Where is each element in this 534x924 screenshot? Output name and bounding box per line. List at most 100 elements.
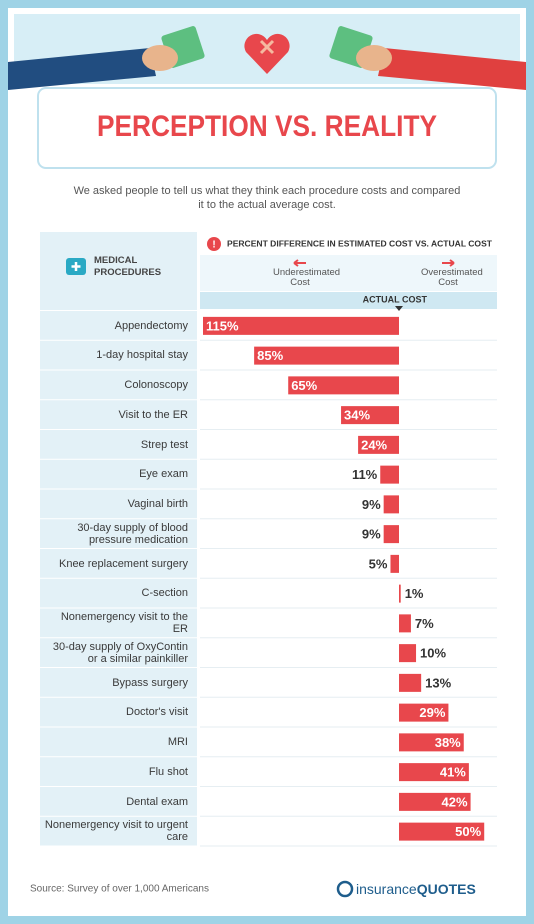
bar: [399, 673, 422, 692]
value-label: 29%: [419, 705, 445, 720]
logo-a: insurance: [356, 881, 417, 897]
value-label: 115%: [206, 318, 239, 333]
row-label-bg: [40, 668, 197, 697]
title: PERCEPTION VS. REALITY: [97, 110, 437, 143]
alert-mark: !: [212, 240, 215, 251]
category-label: MRI: [167, 736, 188, 748]
category-label: Vaginal birth: [127, 498, 188, 510]
value-label: 65%: [291, 378, 317, 393]
legend: Underestimated Cost Overestimated Cost: [273, 259, 483, 288]
hand: [356, 45, 392, 71]
value-label: 9%: [362, 527, 381, 542]
value-label: 34%: [344, 408, 370, 423]
logo-b: QUOTES: [417, 881, 476, 897]
bar: [399, 584, 401, 603]
row-label-bg: [40, 519, 197, 548]
right-header: PERCENT DIFFERENCE IN ESTIMATED COST VS.…: [227, 238, 493, 248]
hand: [142, 45, 178, 71]
row-label-bg: [40, 370, 197, 400]
row-label-bg: [40, 787, 197, 816]
row-label-bg: [40, 608, 197, 638]
row-label-bg: [40, 311, 197, 340]
category-label: Strep test: [140, 438, 188, 451]
value-label: 1%: [405, 586, 424, 601]
subtitle: We asked people to tell us what they thi…: [73, 185, 461, 211]
left-header-text: MEDICAL PROCEDURES: [94, 255, 162, 278]
subtitle-box: We asked people to tell us what they thi…: [73, 185, 461, 211]
legend-label: Overestimated Cost: [421, 268, 483, 288]
alert-icon: [207, 237, 221, 251]
row-label-bg: [40, 697, 197, 727]
legend-label-box: Overestimated Cost: [421, 268, 483, 288]
row-label-bg: [40, 638, 197, 667]
baseline-label: ACTUAL COST: [363, 294, 428, 304]
row-label-bg: [40, 816, 197, 846]
bar: [399, 733, 464, 752]
category-label: Flu shot: [148, 765, 188, 778]
bar: [399, 614, 411, 633]
heart-crack: [259, 39, 275, 55]
legend-label: Underestimated Cost: [273, 268, 340, 288]
category-label: Eye exam: [139, 468, 188, 481]
category-label: Bypass surgery: [112, 676, 188, 689]
value-label: 50%: [455, 824, 481, 839]
right-sleeve: [378, 48, 526, 90]
category-label: C-section: [141, 587, 188, 600]
heart: [244, 33, 290, 74]
row-label-bg: [40, 459, 197, 489]
bar: [254, 346, 399, 365]
bar: [399, 792, 471, 811]
left-sleeve: [8, 48, 156, 90]
legend-label-box: Underestimated Cost: [273, 268, 340, 288]
category-label: Colonoscopy: [124, 379, 188, 391]
title-box: [37, 87, 497, 169]
bar: [390, 554, 399, 573]
category-label: 30-day supply of blood pressure medicati…: [77, 521, 188, 546]
row-label-bg: [40, 578, 197, 608]
row-label-bg: [40, 430, 197, 459]
legend-arrow: [293, 259, 306, 267]
source: Source: Survey of over 1,000 Americans: [30, 884, 209, 895]
row-label-bg: [40, 400, 197, 429]
baseline-row: [200, 292, 497, 309]
value-label: 24%: [361, 437, 387, 452]
category-label: Nonemergency visit to the ER: [60, 611, 188, 635]
value-label: 7%: [415, 616, 434, 631]
legend-row: [200, 255, 497, 291]
category-label: Visit to the ER: [118, 408, 189, 421]
bar: [383, 525, 399, 544]
bar: [399, 822, 485, 841]
legend-arrow: [442, 259, 455, 267]
category-label: 30-day supply of OxyContin or a similar …: [52, 640, 188, 665]
category-label: Doctor's visit: [126, 706, 188, 719]
value-label: 13%: [425, 675, 451, 690]
logo-icon: [336, 880, 354, 898]
bar: [383, 495, 399, 514]
category-label: 1-day hospital stay: [96, 349, 188, 362]
value-label: 41%: [440, 765, 466, 780]
bar: [203, 316, 399, 335]
value-label: 85%: [257, 348, 283, 363]
bar: [341, 406, 399, 425]
bar: [399, 763, 469, 782]
baseline-pointer: [395, 306, 403, 311]
value-label: 42%: [442, 794, 468, 809]
category-label: Knee replacement surgery: [58, 557, 188, 570]
row-label-bg: [40, 757, 197, 786]
bar: [399, 644, 417, 663]
rows: 115% 85% 65% 34% 24% 11% 9% 9% 5% 1% 7% 10% 13% 29% 38…: [40, 311, 497, 847]
category-label: Appendectomy: [114, 319, 188, 332]
category-label: Dental exam: [126, 795, 188, 808]
logo: insuranceQUOTES: [356, 881, 476, 897]
bar: [380, 465, 399, 484]
bar: [288, 376, 399, 395]
category-label: Nonemergency visit to urgent care: [44, 819, 188, 844]
row-label-bg: [40, 340, 197, 370]
row-label-bg: [40, 549, 197, 578]
value-label: 11%: [352, 467, 378, 482]
bar: [399, 703, 449, 722]
bar: [358, 435, 399, 454]
